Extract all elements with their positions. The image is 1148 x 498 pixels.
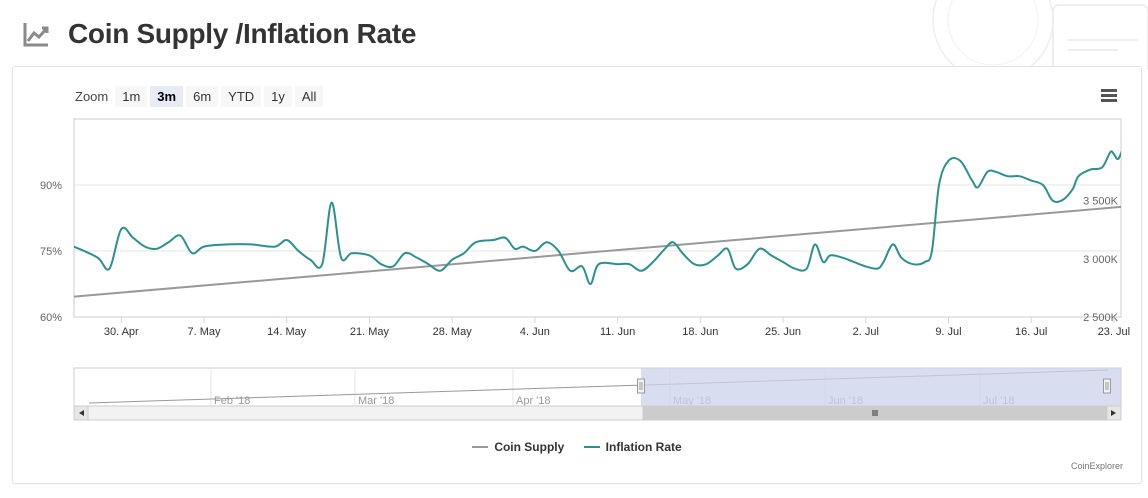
series-line-inflation-rate [74, 150, 1121, 286]
x-tick-label: 23. Jul [1098, 326, 1130, 338]
zoom-1m-button[interactable]: 1m [115, 86, 148, 107]
y-left-tick-label: 75% [40, 246, 62, 258]
x-tick-label: 25. Jun [765, 326, 801, 338]
navigator-handle-left[interactable] [637, 378, 645, 394]
x-tick-label: 7. May [187, 326, 221, 338]
plot-area [73, 118, 1122, 318]
page-title: Coin Supply /Inflation Rate [68, 18, 417, 49]
y-right-tick-label: 2 500K [1083, 312, 1119, 324]
scroll-left-arrow-icon [79, 410, 84, 416]
x-tick-label: 16. Jul [1015, 326, 1047, 338]
legend-item-inflation-rate[interactable]: Inflation Rate [583, 440, 682, 454]
x-tick-label: 14. May [267, 326, 307, 338]
chart-svg: 60% 75% 90% 2 500K 3 000K 3 500K 30. Apr 7. May… [40, 118, 1130, 421]
x-tick-label: 18. Jun [682, 326, 718, 338]
navigator-tick-label: Mar '18 [358, 395, 394, 407]
x-tick-label: 11. Jun [600, 326, 635, 338]
x-tick-label: 2. Jul [853, 326, 879, 338]
zoom-1y-button[interactable]: 1y [264, 86, 292, 107]
x-tick-label: 4. Jun [520, 326, 550, 338]
legend: Coin Supply Inflation Rate [13, 437, 1141, 454]
x-tick-label: 28. May [433, 326, 473, 338]
zoom-ytd-button[interactable]: YTD [221, 86, 262, 107]
legend-label-coin-supply: Coin Supply [494, 440, 565, 454]
legend-label-inflation-rate: Inflation Rate [605, 440, 682, 454]
y-right-tick-label: 3 500K [1083, 196, 1119, 208]
x-tick-label: 9. Jul [935, 326, 961, 338]
navigator-handle-right[interactable] [1103, 378, 1111, 394]
zoom-bar: Zoom 1m 3m 6m YTD 1y All [75, 86, 324, 107]
hamburger-menu-icon[interactable] [1101, 89, 1117, 103]
y-left-tick-label: 60% [40, 312, 62, 324]
navigator-selection[interactable] [641, 368, 1121, 406]
zoom-6m-button[interactable]: 6m [186, 86, 219, 107]
chart-card: Zoom 1m 3m 6m YTD 1y All 60% 75% 90% 2 500K… [12, 66, 1142, 484]
legend-item-coin-supply[interactable]: Coin Supply [472, 440, 564, 454]
line-chart-icon [23, 23, 49, 47]
zoom-3m-button[interactable]: 3m [150, 86, 184, 107]
navigator-tick-label: Apr '18 [516, 395, 551, 407]
y-left-tick-label: 90% [40, 180, 62, 192]
navigator-tick-label: Feb '18 [214, 395, 250, 407]
credit-label: CoinExplorer [1070, 461, 1123, 471]
x-tick-label: 30. Apr [104, 326, 139, 338]
x-tick-label: 21. May [350, 326, 390, 338]
series-line-coin-supply [74, 205, 1121, 298]
scroll-right-arrow-icon [1111, 410, 1116, 416]
zoom-all-button[interactable]: All [294, 86, 324, 107]
zoom-label: Zoom [75, 89, 109, 104]
page-header: Coin Supply /Inflation Rate [22, 14, 416, 54]
background-decoration [932, 0, 1148, 70]
y-right-tick-label: 3 000K [1083, 254, 1119, 266]
